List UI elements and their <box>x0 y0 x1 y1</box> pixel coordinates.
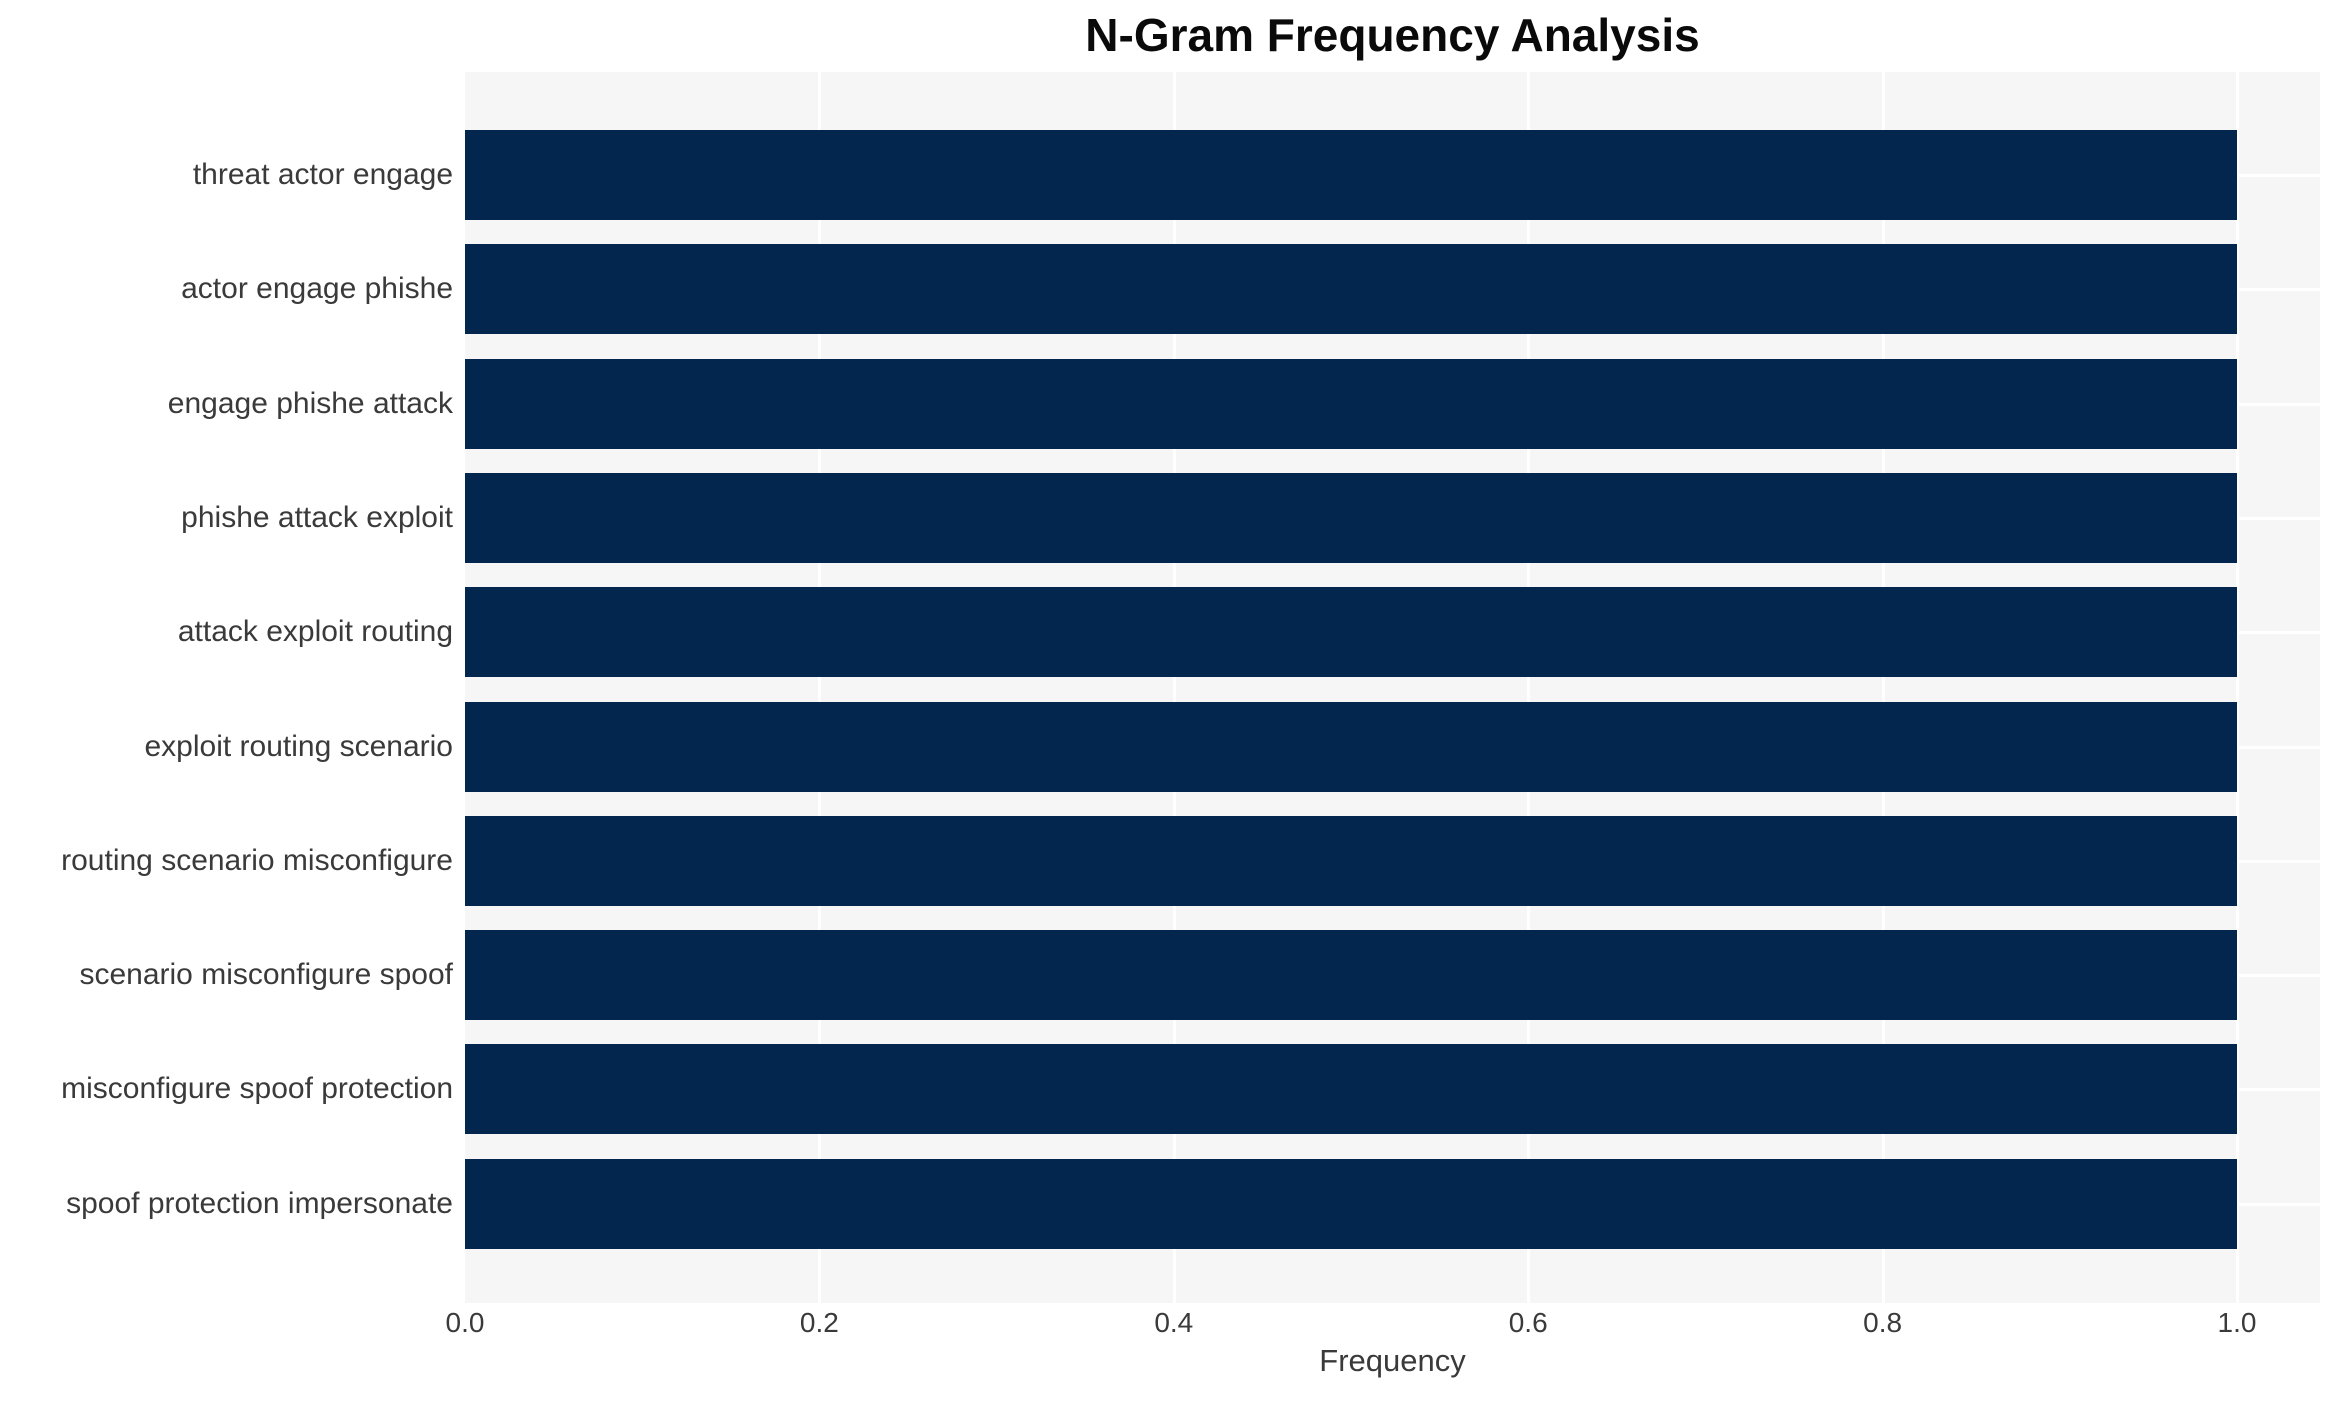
plot-area <box>465 72 2320 1303</box>
bar <box>465 244 2237 335</box>
x-tick-label: 1.0 <box>2217 1307 2257 1338</box>
bar <box>465 358 2237 449</box>
y-tick-label: exploit routing scenario <box>144 729 453 763</box>
x-tick-label: 0.0 <box>445 1307 485 1338</box>
x-tick-label: 0.2 <box>799 1307 839 1338</box>
bar <box>465 472 2237 563</box>
x-tick-label: 0.6 <box>1508 1307 1548 1338</box>
bar <box>465 1044 2237 1135</box>
y-tick-label: engage phishe attack <box>167 386 453 420</box>
bar <box>465 930 2237 1021</box>
x-gridline <box>1527 72 1531 1303</box>
y-tick-label: spoof protection impersonate <box>66 1186 453 1220</box>
chart-title: N-Gram Frequency Analysis <box>1085 9 1700 61</box>
y-tick-label: threat actor engage <box>192 158 453 191</box>
bar <box>465 130 2237 220</box>
x-gridline <box>1172 72 1176 1303</box>
x-axis-title: Frequency <box>1319 1343 1466 1378</box>
y-tick-label: attack exploit routing <box>177 615 453 649</box>
y-tick-label: scenario misconfigure spoof <box>79 958 453 992</box>
bar <box>465 1158 2237 1249</box>
y-tick-label: actor engage phishe <box>181 272 453 306</box>
x-tick-label: 0.8 <box>1863 1307 1903 1338</box>
x-gridline <box>818 72 822 1303</box>
bar <box>465 587 2237 678</box>
x-gridline <box>1881 72 1885 1303</box>
y-tick-label: phishe attack exploit <box>181 500 453 534</box>
y-tick-label: misconfigure spoof protection <box>61 1072 453 1106</box>
x-gridline <box>2236 72 2239 1303</box>
bar <box>465 815 2237 906</box>
bar <box>465 701 2237 792</box>
x-tick-label: 0.4 <box>1154 1307 1194 1338</box>
y-tick-label: routing scenario misconfigure <box>61 843 453 877</box>
